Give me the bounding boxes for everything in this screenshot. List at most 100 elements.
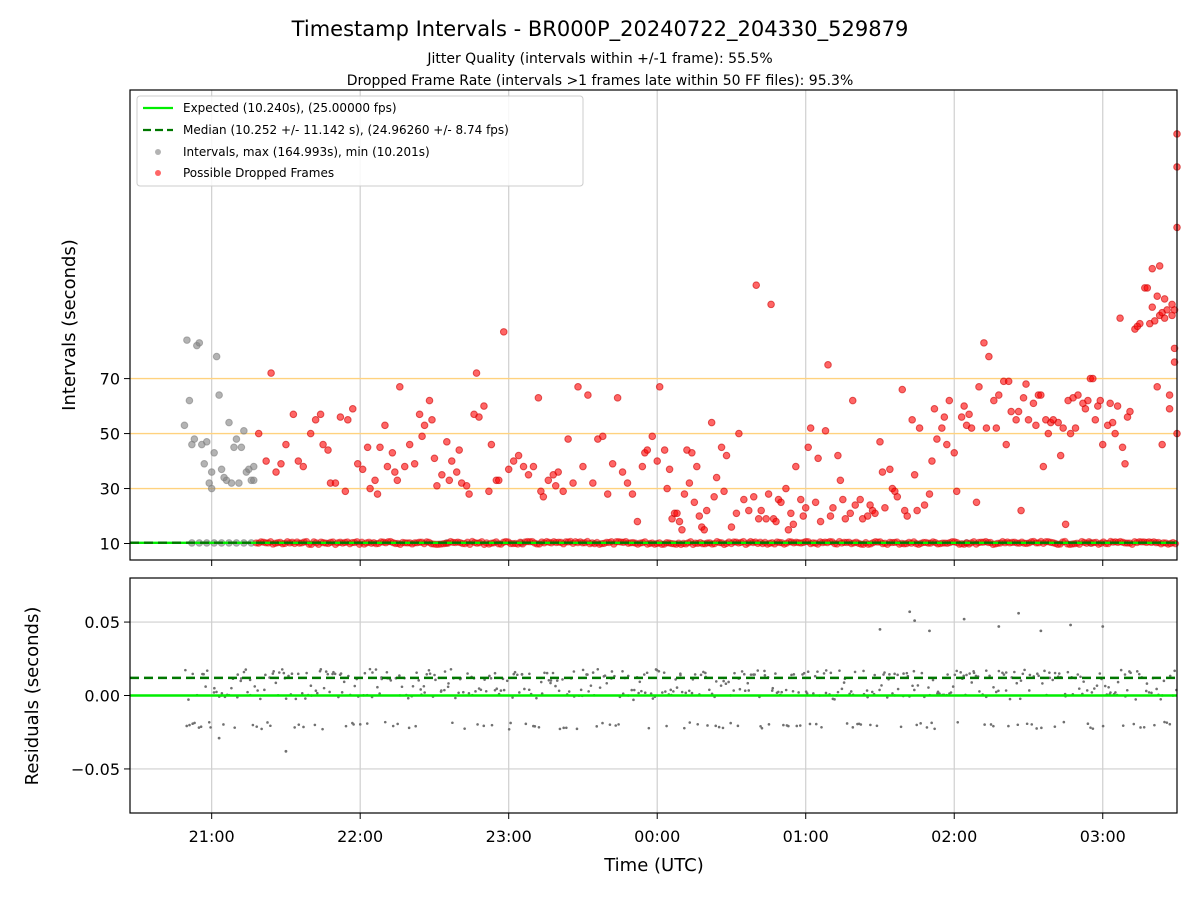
dropped-frame-point <box>1084 396 1092 405</box>
dropped-frame-point <box>992 424 1001 432</box>
residual-point <box>256 689 259 692</box>
interval-point <box>230 443 238 452</box>
residual-point <box>649 692 653 695</box>
residual-point <box>742 672 746 676</box>
dropped-frame-point <box>816 517 825 526</box>
residual-point <box>251 723 255 727</box>
residual-point <box>838 669 841 672</box>
residual-point <box>209 726 212 729</box>
dropped-frame-point <box>1160 295 1169 303</box>
dropped-frame-point <box>598 432 607 441</box>
residual-point <box>1013 670 1016 674</box>
residual-point <box>197 726 201 729</box>
residual-point <box>767 723 771 726</box>
dropped-frame-point <box>693 462 701 471</box>
dropped-frame-point <box>994 391 1003 399</box>
residual-point <box>451 721 454 725</box>
residual-point <box>962 617 966 621</box>
residual-point <box>396 722 399 726</box>
dropped-frame-point <box>910 470 919 479</box>
residual-point <box>230 686 233 690</box>
interval-point <box>202 438 211 446</box>
residual-point <box>474 690 477 693</box>
residual-point <box>1109 691 1112 694</box>
residual-point <box>714 724 718 728</box>
dropped-frame-point <box>415 410 424 419</box>
dropped-frame-point <box>331 479 340 487</box>
dropped-frame-point <box>299 462 308 471</box>
residual-point <box>630 688 634 692</box>
intervals-x-ticks <box>211 560 1104 566</box>
dropped-frame-point <box>638 462 647 471</box>
residual-point <box>376 685 379 689</box>
y-tick-label: 0.05 <box>84 613 120 632</box>
residual-point <box>1015 681 1019 685</box>
residual-point <box>518 691 521 694</box>
dropped-frame-point <box>1091 416 1100 424</box>
residual-point <box>507 727 511 731</box>
residual-point <box>899 725 903 729</box>
residual-point <box>704 671 707 675</box>
dropped-frame-point <box>856 495 864 504</box>
residual-point <box>989 723 993 726</box>
dropped-frame-point <box>878 468 887 476</box>
residual-point <box>729 721 732 725</box>
residual-point <box>657 669 661 673</box>
residual-point <box>621 669 624 673</box>
residual-point <box>747 689 751 692</box>
dropped-frame-point <box>717 443 726 452</box>
residual-point <box>962 674 966 678</box>
residual-point <box>547 678 551 682</box>
legend-median-label: Median (10.252 +/- 11.142 s), (24.96260 … <box>183 123 509 137</box>
dropped-frame-point <box>495 476 503 485</box>
residual-point <box>632 698 635 702</box>
residual-point <box>953 673 957 677</box>
dropped-frame-point <box>940 413 949 421</box>
interval-point <box>210 449 218 457</box>
residual-point <box>509 721 512 725</box>
interval-point <box>227 479 236 487</box>
residual-point <box>1168 722 1172 726</box>
dropped-frame-point <box>801 503 810 512</box>
dropped-frame-point <box>930 405 939 413</box>
residual-point <box>1142 725 1146 729</box>
x-tick-label: 03:00 <box>1080 827 1126 846</box>
residual-point <box>1035 727 1038 730</box>
dropped-frame-point <box>373 490 382 498</box>
legend-box <box>136 95 584 187</box>
dropped-frame-point <box>1074 391 1082 399</box>
residual-point <box>527 688 531 692</box>
residual-point <box>557 689 561 693</box>
residual-point <box>236 673 240 676</box>
residual-point <box>732 689 736 692</box>
dropped-frame-point <box>395 383 404 391</box>
dropped-frame-point <box>690 498 699 507</box>
residuals-y-label: Residuals (seconds) <box>22 607 43 786</box>
interval-point <box>237 443 246 452</box>
dropped-frame-point <box>1029 399 1038 408</box>
residual-point <box>187 698 190 701</box>
x-tick-label: 02:00 <box>931 827 977 846</box>
dropped-frame-point <box>1019 394 1028 402</box>
residual-point <box>882 673 885 676</box>
dropped-frame-point <box>1148 303 1157 311</box>
residual-point <box>205 669 209 672</box>
residual-point <box>970 681 974 684</box>
residual-point <box>997 689 1000 693</box>
residual-point <box>253 685 257 688</box>
residual-point <box>1125 688 1129 692</box>
dropped-frame-point <box>1158 440 1166 449</box>
residual-point <box>389 679 393 682</box>
dropped-frame-point <box>834 451 842 460</box>
residual-point <box>614 724 618 727</box>
y-tick-label: −0.05 <box>71 760 120 779</box>
interval-point <box>215 391 223 399</box>
y-tick-label: 50 <box>100 425 120 444</box>
dropped-frame-point <box>306 429 315 438</box>
residual-point <box>617 723 620 726</box>
dropped-frame-point <box>376 443 384 452</box>
residual-point <box>812 692 815 695</box>
residual-point <box>645 671 649 675</box>
residual-point <box>528 672 531 676</box>
legend-dropped-swatch <box>155 170 161 176</box>
